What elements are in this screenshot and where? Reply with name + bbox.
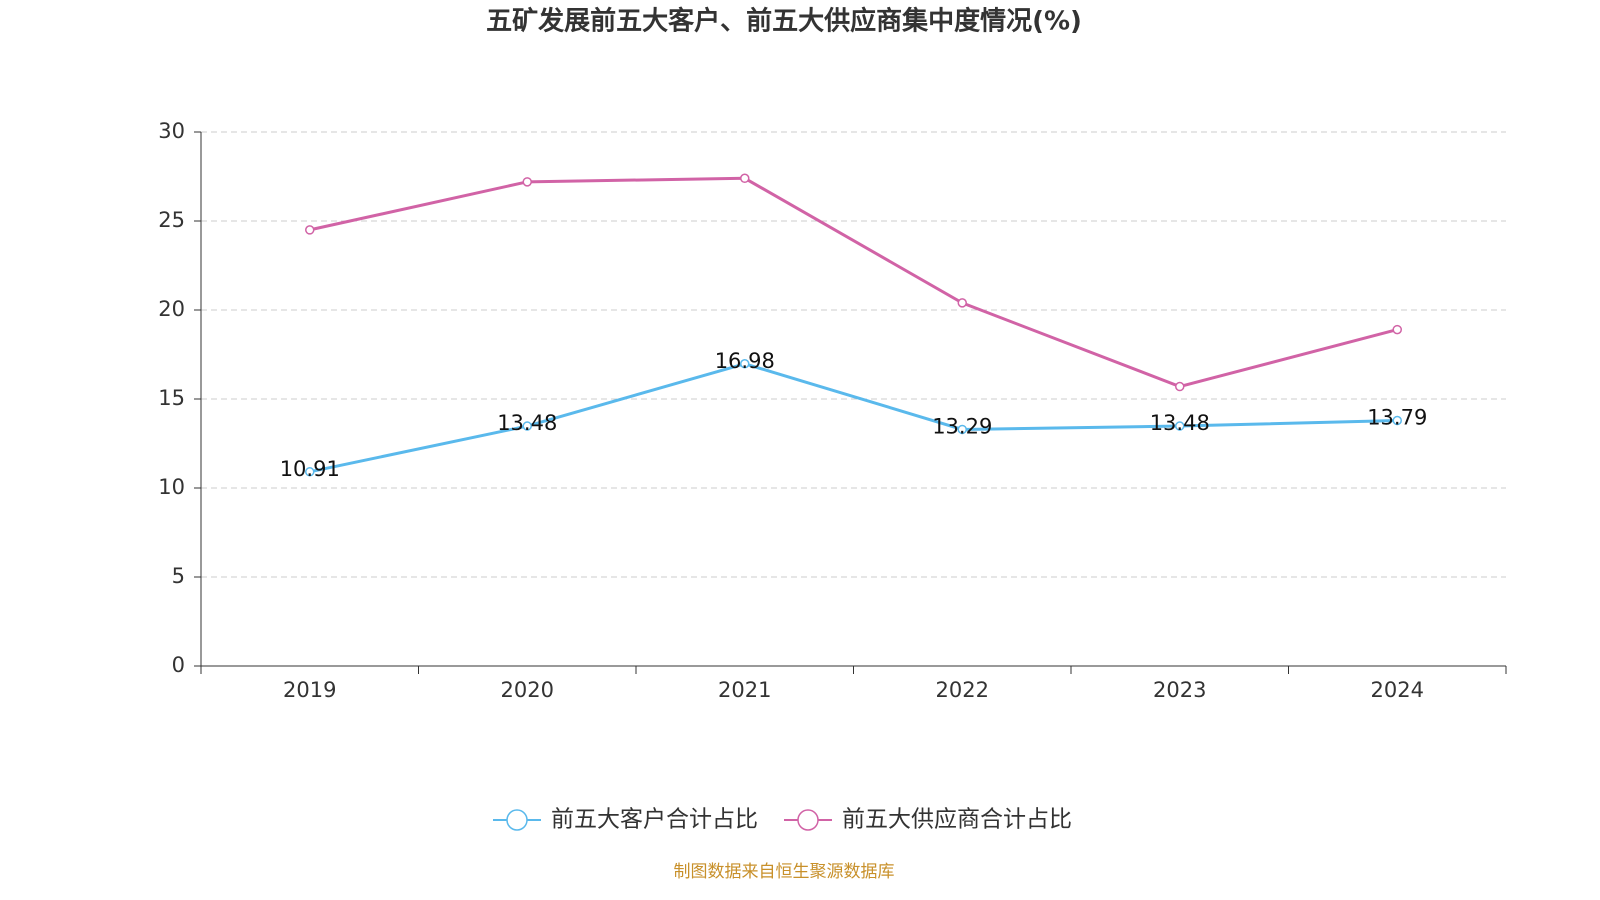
point <box>740 359 750 369</box>
y-tick-label: 0 <box>172 653 185 677</box>
point <box>522 177 532 187</box>
point <box>957 298 967 308</box>
x-tick-label: 2023 <box>1153 678 1206 702</box>
chart-title: 五矿发展前五大客户、前五大供应商集中度情况(%) <box>486 6 1082 37</box>
series-line <box>309 176 1398 389</box>
data-label: 13.29 <box>932 414 992 438</box>
y-tick-label: 10 <box>158 475 185 499</box>
y-tick-label: 20 <box>158 297 185 321</box>
point <box>305 225 315 235</box>
point <box>1392 415 1402 426</box>
series-line <box>309 362 1398 474</box>
legend-marker <box>506 809 528 831</box>
source-note: 制图数据来自恒生聚源数据库 <box>674 862 895 882</box>
data-label: 13.79 <box>1367 406 1427 430</box>
x-tick-label: 2021 <box>718 678 771 702</box>
point <box>957 424 967 435</box>
data-label: 13.48 <box>497 411 557 435</box>
y-tick-label: 30 <box>158 119 185 143</box>
legend-label: 前五大供应商合计占比 <box>842 807 1072 833</box>
x-tick-label: 2022 <box>936 678 989 702</box>
y-tick-label: 25 <box>158 208 185 232</box>
point <box>305 467 315 477</box>
y-tick-label: 15 <box>158 386 185 410</box>
x-tick-label: 2024 <box>1371 678 1424 702</box>
point <box>522 421 532 431</box>
data-label: 16.98 <box>715 349 775 373</box>
point <box>1175 421 1185 431</box>
y-tick-label: 5 <box>172 564 185 588</box>
x-tick-label: 2020 <box>501 678 554 702</box>
point <box>1392 324 1402 335</box>
data-label: 10.91 <box>280 457 340 481</box>
point <box>1175 381 1185 392</box>
x-tick-label: 2019 <box>283 678 336 702</box>
data-label: 13.48 <box>1150 411 1210 435</box>
point <box>740 173 750 184</box>
legend-marker <box>797 809 819 831</box>
legend-label: 前五大客户合计占比 <box>551 807 758 833</box>
